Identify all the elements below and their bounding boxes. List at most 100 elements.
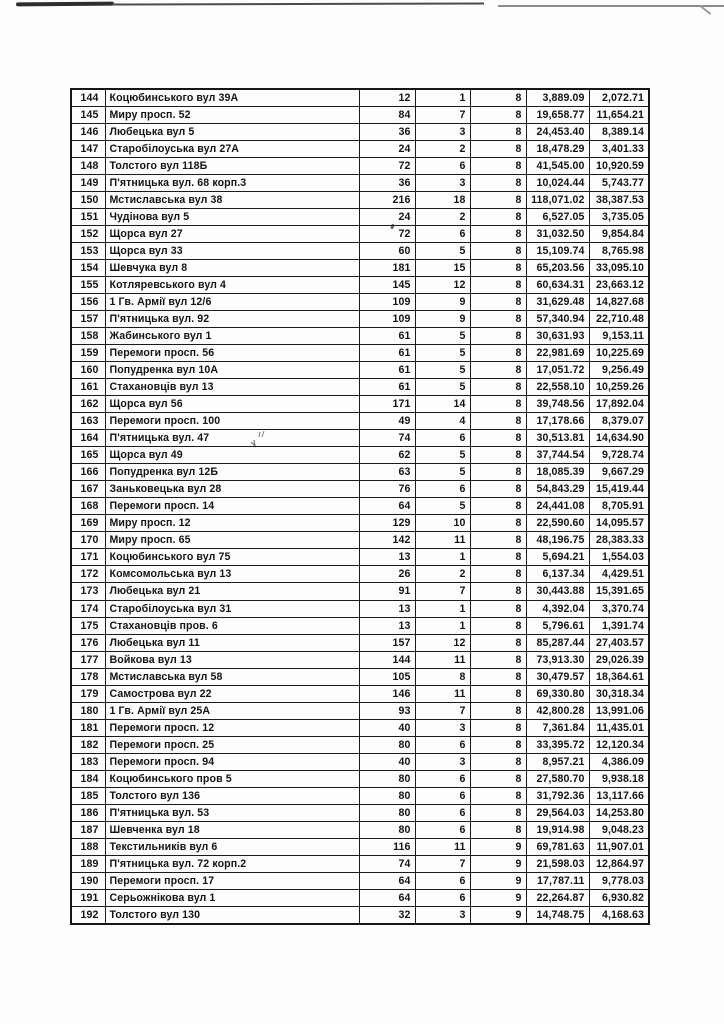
value-cell-5: 29,026.39 <box>588 650 650 669</box>
table-row: 145 Миру просп. 52 84 7 8 19,658.77 11,654.21 <box>70 106 650 125</box>
row-number-cell: 157 <box>70 310 106 329</box>
row-number-cell: 191 <box>70 888 106 907</box>
value-cell-3: 8 <box>469 769 527 788</box>
value-cell-5: 14,634.90 <box>588 429 650 448</box>
table-body: 144 Коцюбинського вул 39А 12 1 8 3,889.09 2,07… <box>70 88 650 925</box>
value-cell-1: 80 <box>358 769 416 788</box>
address-cell: Щорса вул 33 <box>104 242 360 261</box>
value-cell-3: 9 <box>469 854 527 873</box>
table-row: 163 Перемоги просп. 100 49 4 8 17,178.66 8,379… <box>70 412 650 431</box>
value-cell-4: 22,981.69 <box>525 344 590 363</box>
address-cell: Миру просп. 65 <box>104 531 360 550</box>
value-cell-1: 62 <box>358 446 416 465</box>
value-cell-2: 4 <box>414 412 471 431</box>
value-cell-5: 28,383.33 <box>588 531 650 550</box>
value-cell-1: 84 <box>358 106 416 125</box>
value-cell-2: 3 <box>414 752 471 771</box>
value-cell-4: 6,137.34 <box>525 565 590 584</box>
value-cell-5: 13,117.66 <box>588 786 650 805</box>
scan-artifact-tick <box>699 5 712 15</box>
value-cell-3: 8 <box>469 650 527 669</box>
value-cell-2: 5 <box>414 327 471 346</box>
table-row: 157 П'ятницька вул. 92 109 9 8 57,340.94 22,71… <box>70 310 650 329</box>
value-cell-3: 8 <box>469 667 527 686</box>
row-number-cell: 169 <box>70 514 106 533</box>
address-cell: Войкова вул 13 <box>104 650 360 669</box>
value-cell-4: 60,634.31 <box>525 276 590 295</box>
value-cell-5: 12,120.34 <box>588 735 650 754</box>
value-cell-2: 11 <box>414 650 471 669</box>
value-cell-4: 19,914.98 <box>525 820 590 839</box>
address-cell: Толстого вул 118Б <box>104 157 360 176</box>
value-cell-5: 9,048.23 <box>588 820 650 839</box>
table-row: 149 П'ятницька вул. 68 корп.3 36 3 8 10,024.4… <box>70 174 650 193</box>
value-cell-2: 6 <box>414 480 471 499</box>
value-cell-1: 74 <box>358 429 416 448</box>
table-row: 179 Самострова вул 22 146 11 8 69,330.80 30,31… <box>70 684 650 703</box>
address-cell: Перемоги просп. 56 <box>104 344 360 363</box>
value-cell-1: 72 <box>358 225 416 244</box>
address-cell: Коцюбинського вул 39А <box>104 88 360 108</box>
value-cell-2: 7 <box>414 106 471 125</box>
value-cell-1: 64 <box>358 497 416 516</box>
value-cell-5: 4,429.51 <box>588 565 650 584</box>
value-cell-5: 8,389.14 <box>588 123 650 142</box>
value-cell-4: 5,796.61 <box>525 616 590 635</box>
address-cell: Жабинського вул 1 <box>104 327 360 346</box>
table-row: 192 Толстого вул 130 32 3 9 14,748.75 4,168.63 <box>70 905 650 925</box>
address-cell: 1 Гв. Армії вул 25А <box>104 701 360 720</box>
value-cell-4: 14,748.75 <box>525 905 590 925</box>
table-row: 151 Чудінова вул 5 24 2 8 6,527.05 3,735.05 <box>70 208 650 227</box>
value-cell-2: 6 <box>414 820 471 839</box>
value-cell-4: 30,443.88 <box>525 582 590 601</box>
value-cell-5: 5,743.77 <box>588 174 650 193</box>
address-cell: Перемоги просп. 25 <box>104 735 360 754</box>
value-cell-2: 11 <box>414 531 471 550</box>
value-cell-5: 10,920.59 <box>588 157 650 176</box>
value-cell-3: 8 <box>469 242 527 261</box>
value-cell-1: 26 <box>358 565 416 584</box>
table-row: 167 Заньковецька вул 28 76 6 8 54,843.29 15,41… <box>70 480 650 499</box>
table-row: 150 Мстиславська вул 38 216 18 8 118,071.02 38… <box>70 191 650 210</box>
table-row: 186 П'ятницька вул. 53 80 6 8 29,564.03 14,253… <box>70 803 650 822</box>
value-cell-4: 30,479.57 <box>525 667 590 686</box>
value-cell-4: 22,264.87 <box>525 888 590 907</box>
value-cell-4: 85,287.44 <box>525 633 590 652</box>
value-cell-1: 157 <box>358 633 416 652</box>
value-cell-1: 61 <box>358 344 416 363</box>
value-cell-5: 11,907.01 <box>588 837 650 856</box>
table-row: 170 Миру просп. 65 142 11 8 48,196.75 28,383.3… <box>70 531 650 550</box>
table-row: 178 Мстиславська вул 58 105 8 8 30,479.57 18,3… <box>70 667 650 686</box>
value-cell-4: 24,441.08 <box>525 497 590 516</box>
value-cell-5: 11,654.21 <box>588 106 650 125</box>
address-cell: Щорса вул 27 <box>104 225 360 244</box>
row-number-cell: 180 <box>70 701 106 720</box>
value-cell-1: 61 <box>358 361 416 380</box>
value-cell-1: 216 <box>358 191 416 210</box>
table-row: 144 Коцюбинського вул 39А 12 1 8 3,889.09 2,07… <box>70 88 650 108</box>
row-number-cell: 163 <box>70 412 106 431</box>
address-cell: Попудренка вул 12Б <box>104 463 360 482</box>
value-cell-3: 8 <box>469 446 527 465</box>
table-row: 162 Щорса вул 56 171 14 8 39,748.56 17,892.04 <box>70 395 650 414</box>
address-cell: П'ятницька вул. 92 <box>104 310 360 329</box>
value-cell-5: 9,778.03 <box>588 871 650 890</box>
value-cell-2: 6 <box>414 803 471 822</box>
row-number-cell: 144 <box>70 88 106 108</box>
value-cell-5: 6,930.82 <box>588 888 650 907</box>
table-row: 190 Перемоги просп. 17 64 6 9 17,787.11 9,778.… <box>70 871 650 890</box>
table-row: 155 Котляревського вул 4 145 12 8 60,634.31 23… <box>70 276 650 295</box>
address-cell: Перемоги просп. 17 <box>104 871 360 890</box>
value-cell-1: 129 <box>358 514 416 533</box>
row-number-cell: 156 <box>70 293 106 312</box>
table-row: 187 Шевченка вул 18 80 6 8 19,914.98 9,048.23 <box>70 820 650 839</box>
row-number-cell: 172 <box>70 565 106 584</box>
row-number-cell: 185 <box>70 786 106 805</box>
value-cell-1: 74 <box>358 854 416 873</box>
value-cell-4: 5,694.21 <box>525 548 590 567</box>
value-cell-5: 1,554.03 <box>588 548 650 567</box>
value-cell-2: 8 <box>414 667 471 686</box>
address-cell: П'ятницька вул. 53 <box>104 803 360 822</box>
value-cell-4: 42,800.28 <box>525 701 590 720</box>
value-cell-3: 8 <box>469 344 527 363</box>
